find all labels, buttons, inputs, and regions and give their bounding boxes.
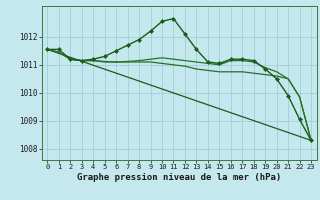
X-axis label: Graphe pression niveau de la mer (hPa): Graphe pression niveau de la mer (hPa) xyxy=(77,173,281,182)
